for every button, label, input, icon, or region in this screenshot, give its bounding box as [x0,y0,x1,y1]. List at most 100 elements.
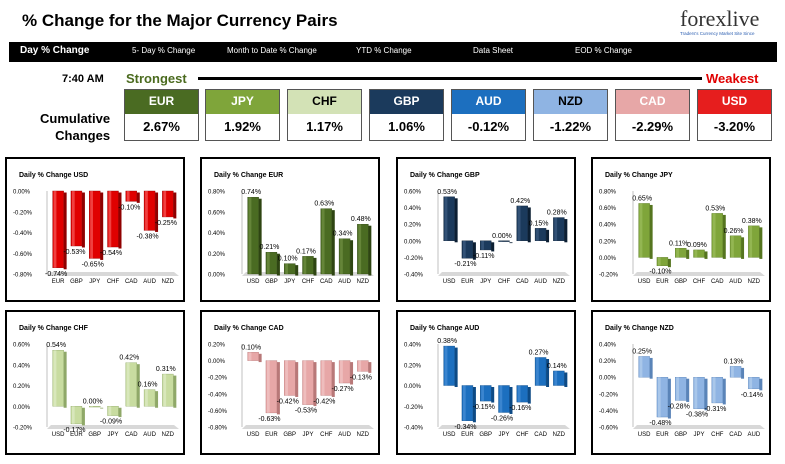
currency-value: -0.12% [452,114,525,140]
x-tick-label: NZD [748,279,761,285]
chart-floor [47,425,179,429]
y-tick-label: -0.40% [404,273,424,279]
bar [357,223,372,276]
currency-box-nzd: NZD -1.22% [533,89,608,141]
bar [553,217,568,243]
bar [748,376,763,391]
y-tick-label: 0.80% [208,190,226,196]
nav-ytd-change[interactable]: YTD % Change [356,46,412,55]
data-label: 0.48% [351,216,371,223]
data-label: -0.53% [295,408,317,415]
x-tick-label: CHF [302,279,315,285]
x-tick-label: CHF [516,432,529,438]
bar-chart: Daily % Change CHF 0.60% 0.40% 0.20% 0.00% -0… [13,325,179,438]
bar [480,385,495,403]
bar [534,228,550,243]
data-label: -0.09% [100,419,122,426]
bar [89,406,104,409]
bar [52,350,67,408]
bar [729,235,745,259]
currency-name: JPY [231,94,254,108]
x-tick-label: NZD [357,432,370,438]
data-label: -0.38% [136,233,158,240]
bar [693,249,708,259]
y-tick-label: -0.80% [13,273,33,279]
bar [461,240,476,260]
data-label: 0.00% [83,398,103,405]
y-tick-label: 0.40% [404,343,422,349]
nav-data-sheet[interactable]: Data Sheet [473,46,514,55]
x-tick-label: JPY [480,279,491,285]
bar-chart: Daily % Change USD 0.00% -0.20% -0.40% -0.60… [13,172,179,285]
forexlive-logo[interactable]: forexlive Traders's Currency Market Site… [680,6,770,38]
page-title: % Change for the Major Currency Pairs [22,11,338,30]
x-tick-label: CAD [516,279,529,285]
data-label: 0.27% [529,349,549,356]
y-tick-label: 0.00% [208,273,226,279]
y-tick-label: -0.40% [13,231,33,237]
y-tick-label: -0.20% [13,210,33,216]
data-label: 0.10% [278,256,298,263]
currency-name: GBP [393,94,420,108]
data-label: -0.63% [258,416,280,423]
data-label: -0.27% [331,386,353,393]
data-label: -0.65% [82,261,104,268]
data-label: -0.42% [313,398,335,405]
x-tick-label: AUD [729,279,742,285]
data-label: -0.15% [473,404,495,411]
data-label: -0.74% [45,271,67,278]
x-tick-label: EUR [461,432,474,438]
data-label: 0.42% [510,198,530,205]
currency-name: EUR [148,94,175,108]
y-tick-label: 0.00% [13,405,31,411]
nav-5day-change[interactable]: 5- Day % Change [132,46,196,55]
data-label: 0.13% [724,358,744,365]
nav-day-change[interactable]: Day % Change [20,45,90,56]
x-tick-label: EUR [461,279,474,285]
x-tick-label: USD [443,432,456,438]
data-label: 0.25% [632,348,652,355]
data-label: -0.10% [649,269,671,276]
currency-name: AUD [475,94,502,108]
strongest-label: Strongest [126,71,187,86]
nav-eod-change[interactable]: EOD % Change [575,46,632,55]
currency-value: -2.29% [616,114,689,140]
y-tick-label: -0.40% [599,409,619,415]
data-label: 0.11% [669,240,688,247]
data-label: 0.38% [437,338,457,345]
data-label: -0.21% [454,261,476,268]
nav-bar: Day % Change 5- Day % Change Month to Da… [9,42,777,62]
nav-month-to-date[interactable]: Month to Date % Change [227,46,317,55]
currency-value: -1.22% [534,114,607,140]
bar [443,345,458,387]
currency-name: USD [721,94,748,108]
currency-box-eur: EUR 2.67% [124,89,199,141]
data-label: -0.14% [741,392,763,399]
x-tick-label: GBP [70,279,83,285]
bar [52,190,67,270]
bar-chart: Daily % Change GBP 0.60% 0.40% 0.20% 0.00% -0… [404,172,570,285]
currency-box-usd: USD -3.20% [697,89,772,141]
currency-name: CHF [312,94,337,108]
currency-value: 1.92% [206,114,279,140]
strength-ruler [198,77,702,80]
bar [107,190,122,249]
data-label: -0.28% [668,403,690,410]
logo-wordmark: forexlive [680,6,760,31]
x-tick-label: EUR [52,279,65,285]
bar [320,208,335,276]
y-tick-label: -0.60% [208,409,228,415]
y-tick-label: 0.20% [404,223,422,229]
y-tick-label: 0.60% [208,210,226,216]
y-tick-label: -0.80% [208,426,228,432]
chart-title: Daily % Change EUR [214,172,283,179]
bar [125,362,140,408]
data-label: 0.53% [705,205,725,212]
y-tick-label: -0.20% [599,273,619,279]
x-tick-label: USD [443,279,456,285]
chart-title: Daily % Change USD [19,172,88,179]
y-tick-label: -0.40% [208,392,228,398]
y-tick-label: 0.20% [208,252,226,258]
x-tick-label: CAD [729,432,742,438]
x-tick-label: CHF [320,432,333,438]
